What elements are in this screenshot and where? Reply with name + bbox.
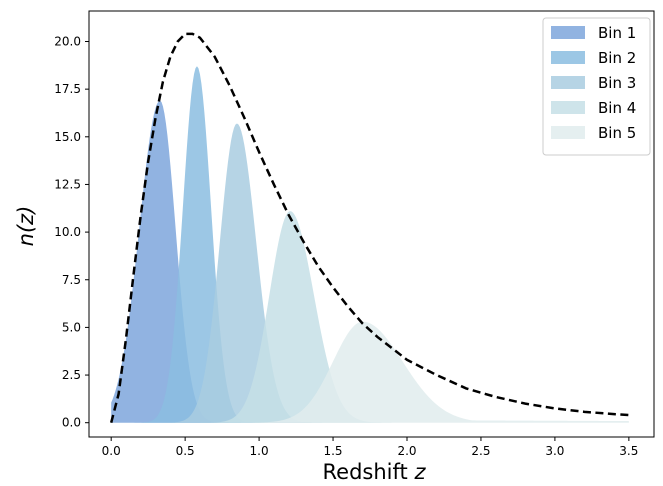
y-axis-label: n(z) bbox=[14, 206, 38, 247]
y-tick-label: 20.0 bbox=[54, 34, 81, 48]
bin-areas bbox=[111, 66, 629, 423]
y-tick-label: 2.5 bbox=[62, 368, 81, 382]
x-tick-label: 3.0 bbox=[545, 444, 564, 458]
x-tick-label: 1.5 bbox=[323, 444, 342, 458]
legend-swatch-bin-4 bbox=[551, 101, 585, 114]
y-axis-ticks: 0.0 2.5 5.0 7.5 10.0 12.5 15.0 17.5 20.0 bbox=[54, 34, 89, 430]
x-tick-label: 2.0 bbox=[397, 444, 416, 458]
legend: Bin 1 Bin 2 Bin 3 Bin 4 Bin 5 bbox=[542, 17, 651, 156]
x-tick-label: 0.5 bbox=[176, 444, 195, 458]
x-tick-label: 3.5 bbox=[619, 444, 638, 458]
bin-area-3 bbox=[111, 123, 629, 423]
x-axis-label: Redshift z bbox=[323, 460, 427, 484]
x-tick-label: 1.0 bbox=[250, 444, 269, 458]
legend-swatch-bin-2 bbox=[551, 51, 585, 64]
legend-label-bin-1: Bin 1 bbox=[598, 24, 636, 42]
y-tick-label: 0.0 bbox=[62, 416, 81, 430]
bin-area-5 bbox=[111, 321, 629, 423]
x-tick-label: 0.0 bbox=[102, 444, 121, 458]
legend-swatch-bin-1 bbox=[551, 26, 585, 39]
legend-label-bin-2: Bin 2 bbox=[598, 49, 636, 67]
legend-swatch-bin-3 bbox=[551, 76, 585, 89]
y-tick-label: 10.0 bbox=[54, 225, 81, 239]
legend-label-bin-4: Bin 4 bbox=[598, 99, 636, 117]
x-axis-label-text: Redshift bbox=[323, 460, 408, 484]
y-tick-label: 15.0 bbox=[54, 130, 81, 144]
plot-frame bbox=[88, 10, 655, 438]
x-axis-label-variable: z bbox=[413, 460, 426, 484]
y-tick-label: 17.5 bbox=[54, 82, 81, 96]
legend-label-bin-3: Bin 3 bbox=[598, 74, 636, 92]
y-tick-label: 12.5 bbox=[54, 177, 81, 191]
bin-area-1 bbox=[111, 100, 629, 423]
legend-label-bin-5: Bin 5 bbox=[598, 124, 636, 142]
x-tick-label: 2.5 bbox=[471, 444, 490, 458]
y-tick-label: 5.0 bbox=[62, 320, 81, 334]
y-tick-label: 7.5 bbox=[62, 273, 81, 287]
legend-swatch-bin-5 bbox=[551, 126, 585, 139]
x-axis-ticks: 0.0 0.5 1.0 1.5 2.0 2.5 3.0 3.5 bbox=[102, 437, 638, 458]
total-distribution-line bbox=[109, 32, 629, 424]
